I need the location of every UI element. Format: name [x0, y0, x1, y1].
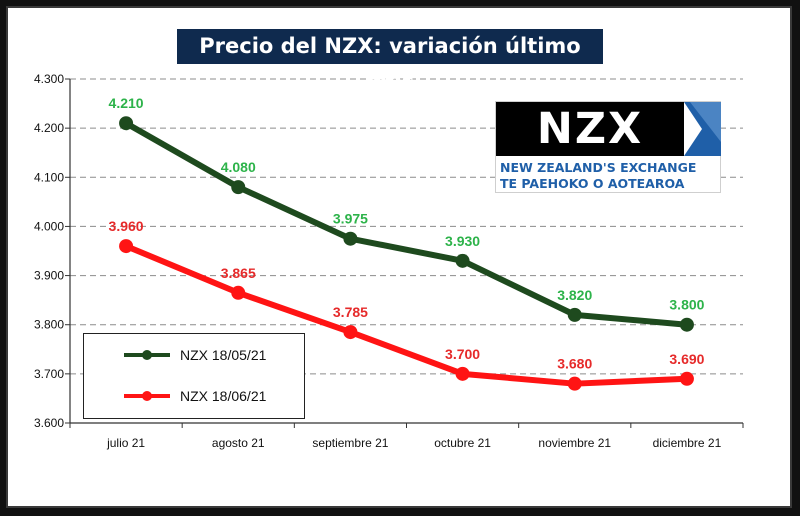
legend-item-series-2: NZX 18/06/21	[84, 386, 304, 406]
logo-x-mark-icon	[684, 102, 721, 156]
y-tick-label: 4.300	[34, 72, 64, 86]
data-label: 4.210	[109, 95, 144, 111]
data-point	[567, 307, 582, 322]
data-point	[679, 371, 694, 386]
data-point	[119, 239, 134, 254]
data-point	[231, 285, 246, 300]
data-label: 3.975	[333, 211, 368, 227]
data-point	[231, 180, 246, 195]
x-tick-label: julio 21	[106, 436, 145, 450]
y-tick-label: 3.900	[34, 269, 64, 283]
y-tick-label: 4.000	[34, 219, 64, 233]
x-tick-label: noviembre 21	[538, 436, 611, 450]
data-label: 3.960	[109, 218, 144, 234]
legend-label-series-2: NZX 18/06/21	[180, 388, 267, 404]
data-label: 3.800	[669, 297, 704, 313]
logo-tagline-maori: TE PAEHOKO O AOTEAROA	[500, 176, 685, 191]
chart-title: Precio del NZX: variación último mes	[177, 29, 603, 93]
legend-swatch-series-1	[124, 350, 170, 360]
x-tick-label: octubre 21	[434, 436, 491, 450]
x-tick-label: diciembre 21	[653, 436, 722, 450]
data-label: 3.690	[669, 351, 704, 367]
y-tick-label: 4.200	[34, 121, 64, 135]
data-label: 4.080	[221, 159, 256, 175]
series-line-2	[123, 243, 690, 387]
legend-swatch-series-2	[124, 391, 170, 401]
y-tick-label: 3.600	[34, 416, 64, 430]
series-line-1	[123, 120, 690, 328]
x-tick-label: septiembre 21	[312, 436, 388, 450]
data-label: 3.680	[557, 356, 592, 372]
logo-wordmark: NZX	[496, 102, 684, 156]
y-tick-label: 4.100	[34, 170, 64, 184]
data-point	[343, 325, 358, 340]
x-tick-label: agosto 21	[212, 436, 265, 450]
legend-item-series-1: NZX 18/05/21	[84, 345, 304, 365]
data-point	[119, 116, 134, 131]
data-point	[343, 231, 358, 246]
data-point	[567, 376, 582, 391]
legend-label-series-1: NZX 18/05/21	[180, 347, 267, 363]
data-point	[455, 253, 470, 268]
data-label: 3.700	[445, 346, 480, 362]
data-point	[679, 317, 694, 332]
y-tick-label: 3.800	[34, 318, 64, 332]
y-tick-label: 3.700	[34, 367, 64, 381]
data-label: 3.785	[333, 304, 368, 320]
chart-frame	[6, 6, 792, 508]
data-label: 3.865	[221, 265, 256, 281]
nzx-logo: NZX NEW ZEALAND'S EXCHANGE TE PAEHOKO O …	[495, 101, 721, 193]
data-label: 3.820	[557, 287, 592, 303]
logo-tagline-english: NEW ZEALAND'S EXCHANGE	[500, 160, 697, 175]
chart-legend: NZX 18/05/21 NZX 18/06/21	[83, 333, 305, 419]
data-point	[455, 366, 470, 381]
data-label: 3.930	[445, 233, 480, 249]
